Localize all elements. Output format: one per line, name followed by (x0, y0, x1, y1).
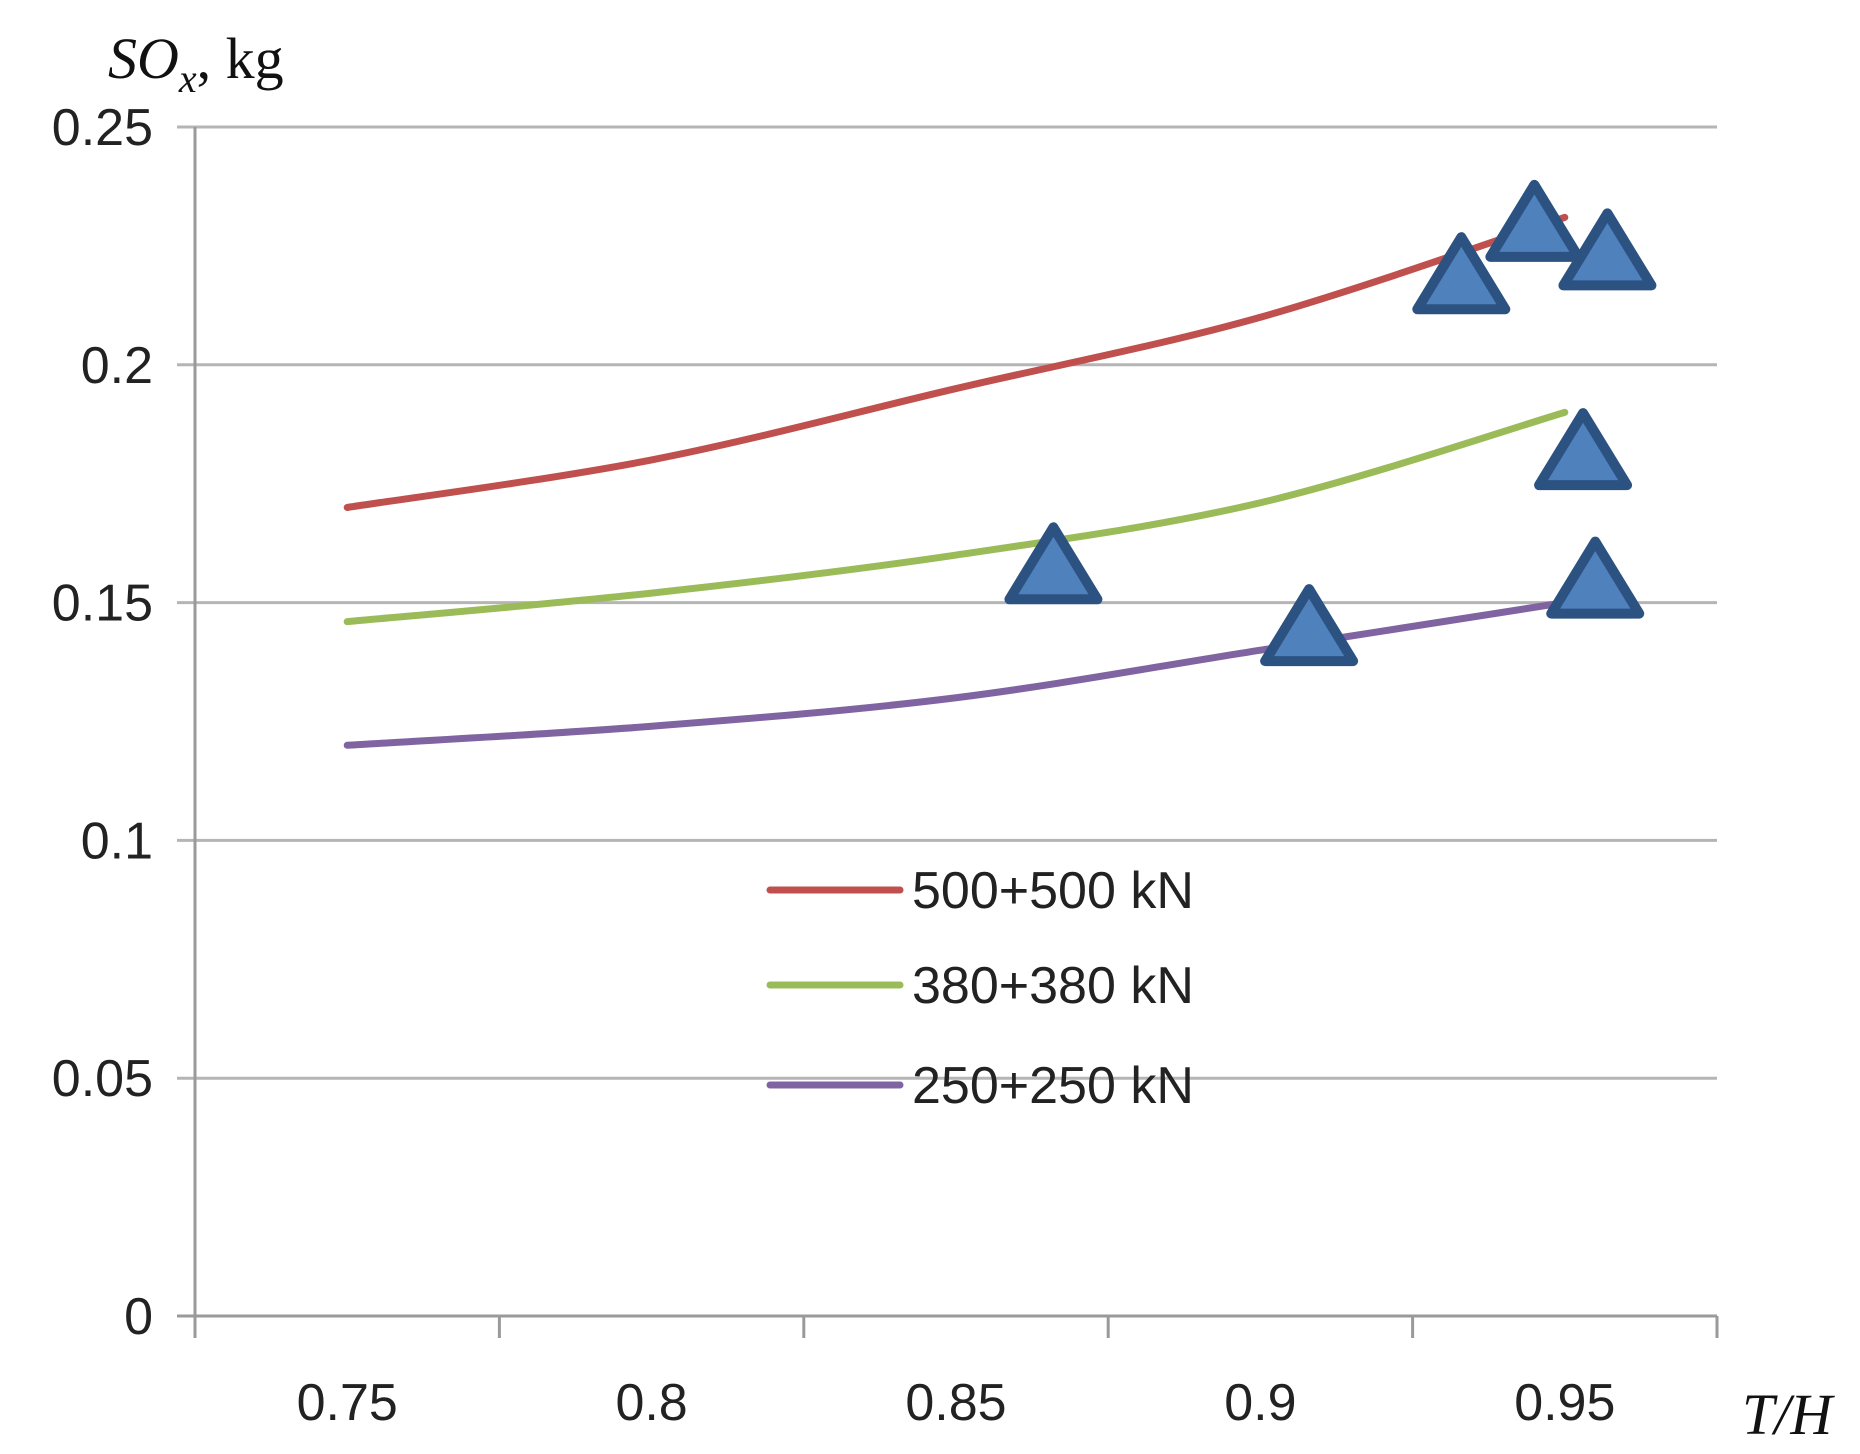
legend: 500+500 kN 380+380 kN 250+250 kN (766, 862, 1194, 1115)
x-tick-label: 0.8 (615, 1374, 687, 1432)
x-axis-title: T/H (1742, 1382, 1835, 1447)
x-tick-label: 0.85 (905, 1374, 1006, 1432)
y-tick-label: 0.1 (81, 812, 153, 870)
legend-label: 250+250 kN (912, 1057, 1194, 1115)
triangle-marker (1004, 522, 1103, 605)
x-tick-label: 0.95 (1514, 1374, 1615, 1432)
y-tick-label: 0.05 (52, 1050, 153, 1108)
y-tick-label: 0 (124, 1288, 153, 1346)
triangle-marker (1260, 584, 1359, 667)
legend-label: 380+380 kN (912, 957, 1194, 1015)
x-tick-labels: 0.75 0.8 0.85 0.9 0.95 (297, 1374, 1616, 1432)
axes (177, 127, 1719, 1338)
x-tick-label: 0.9 (1224, 1374, 1296, 1432)
y-tick-labels: 0 0.05 0.1 0.15 0.2 0.25 (52, 99, 153, 1346)
triangle-marker (1534, 408, 1633, 491)
triangle-marker (1546, 536, 1645, 619)
x-tick-label: 0.75 (297, 1374, 398, 1432)
series-line (343, 408, 1569, 626)
series-line (343, 213, 1569, 511)
triangle-marker (1485, 179, 1584, 262)
y-tick-label: 0.25 (52, 99, 153, 157)
y-tick-label: 0.15 (52, 575, 153, 633)
series-line (343, 599, 1569, 749)
series-lines (343, 213, 1569, 749)
triangle-marker (1558, 208, 1657, 291)
legend-label: 500+500 kN (912, 862, 1194, 920)
y-tick-label: 0.2 (81, 337, 153, 395)
gridlines (177, 125, 1717, 1080)
triangle-marker (1412, 232, 1511, 315)
data-markers (1004, 179, 1657, 667)
y-axis-title: SOx, kg (108, 26, 284, 101)
